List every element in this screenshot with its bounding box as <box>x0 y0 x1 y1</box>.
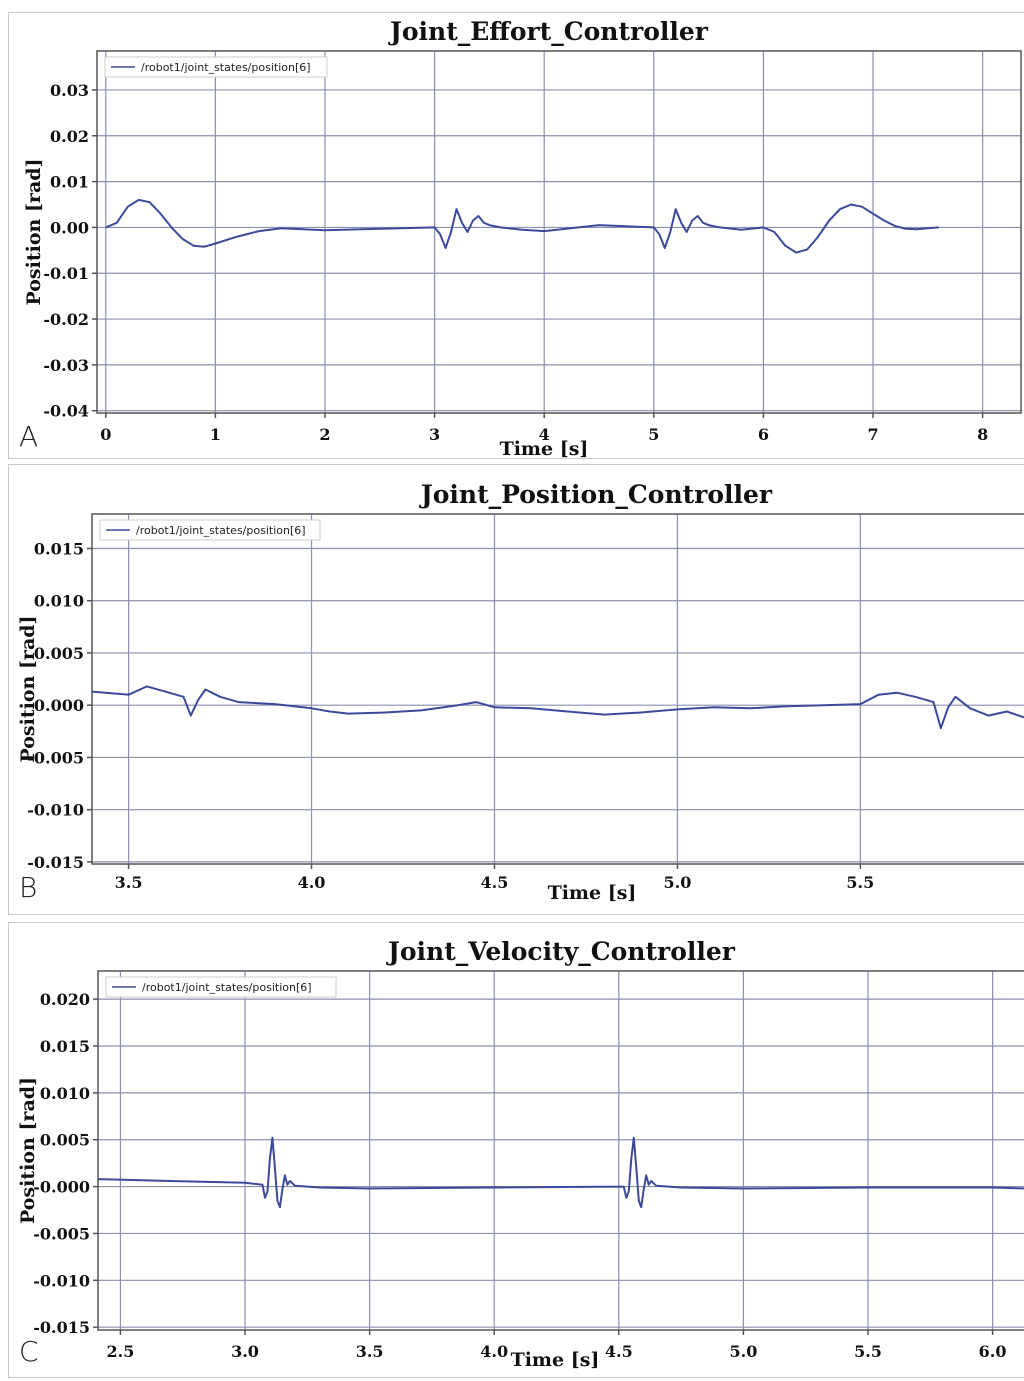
x-tick-label: 4.5 <box>481 873 509 892</box>
x-axis-label: Time [s] <box>511 1349 600 1371</box>
plot-frame <box>97 970 1024 1331</box>
y-tick-label: -0.005 <box>33 1224 90 1243</box>
y-tick-label: 0.03 <box>50 81 89 100</box>
legend-label: /robot1/joint_states/position[6] <box>136 524 306 537</box>
legend-label: /robot1/joint_states/position[6] <box>142 981 312 994</box>
chart-panel-b: 0.015 0.010 0.005 0.000 -0.005 -0.010 -0.015 3.… <box>8 464 1024 915</box>
x-tick-label: 4 <box>539 425 550 444</box>
y-tick-label: 0.015 <box>34 539 84 558</box>
x-tick-label: 0 <box>100 425 111 444</box>
series-line <box>105 198 939 254</box>
x-tick-label: 5.0 <box>663 873 691 892</box>
chart-panel-a: 0.03 0.02 0.01 0.00 -0.01 -0.02 -0.03 -0.04 0 1 2 3… <box>8 12 1024 460</box>
legend-box <box>105 976 337 998</box>
y-tick-label: -0.015 <box>33 1318 90 1337</box>
velocity-chart: 0.020 0.015 0.010 0.005 -0.000 -0.005 -0.010 -0… <box>17 937 1024 1371</box>
chart-title: Joint_Position_Controller <box>419 480 773 509</box>
y-tick-label: -0.015 <box>27 853 84 872</box>
legend-label: /robot1/joint_states/position[6] <box>141 61 311 74</box>
x-tick-label: 6.0 <box>979 1342 1007 1361</box>
x-tick-label: 4.5 <box>605 1342 633 1361</box>
legend-b: /robot1/joint_states/position[6] <box>99 519 321 541</box>
x-tick-label: 3.5 <box>356 1342 384 1361</box>
effort-chart: 0.03 0.02 0.01 0.00 -0.01 -0.02 -0.03 -0.04 0 1 2 3… <box>23 17 1022 460</box>
legend-box <box>104 56 328 78</box>
y-tick-label: 0.010 <box>34 592 84 611</box>
x-axis-label: Time [s] <box>548 882 637 904</box>
plot-frame <box>96 50 1022 414</box>
x-tick-label: 5.0 <box>729 1342 757 1361</box>
y-tick-label: -0.01 <box>43 264 89 283</box>
x-tick-label: 4.0 <box>480 1342 508 1361</box>
y-axis-label: Position [rad] <box>17 615 39 762</box>
x-tick-label: 4.0 <box>298 873 326 892</box>
y-tick-label: 0.015 <box>40 1037 90 1056</box>
x-tick-label: 5 <box>648 425 659 444</box>
y-tick-label: 0.005 <box>40 1131 90 1150</box>
panel-letter-b: B <box>19 871 38 904</box>
chart-title: Joint_Effort_Controller <box>388 17 709 46</box>
y-tick-label: -0.02 <box>43 310 89 329</box>
x-tick-label: 5.5 <box>846 873 874 892</box>
y-tick-label: -0.03 <box>43 356 89 375</box>
x-tick-label: 3 <box>429 425 440 444</box>
y-tick-label: 0.005 <box>34 644 84 663</box>
y-tick-label: -0.005 <box>27 748 84 767</box>
y-tick-label: -0.010 <box>27 801 84 820</box>
y-tick-label: 0.00 <box>50 218 89 237</box>
x-tick-label: 8 <box>977 425 988 444</box>
x-tick-label: 7 <box>867 425 878 444</box>
x-tick-label: 3.5 <box>115 873 143 892</box>
x-tick-label: 1 <box>210 425 221 444</box>
y-tick-label: -0.04 <box>43 402 89 421</box>
legend-c: /robot1/joint_states/position[6] <box>105 976 337 998</box>
x-tick-label: 6 <box>758 425 769 444</box>
y-tick-label: 0.020 <box>40 990 90 1009</box>
y-axis-label: Position [rad] <box>23 158 45 305</box>
plot-frame <box>91 513 1024 865</box>
series-line <box>97 1136 1024 1209</box>
x-axis-label: Time [s] <box>500 438 589 460</box>
legend-a: /robot1/joint_states/position[6] <box>104 56 328 78</box>
position-chart: 0.015 0.010 0.005 0.000 -0.005 -0.010 -0.015 3.… <box>17 480 1024 904</box>
x-tick-label: 5.5 <box>854 1342 882 1361</box>
panel-letter-a: A <box>19 420 39 453</box>
y-tick-label: 0.02 <box>50 127 89 146</box>
x-tick-label: 2.5 <box>107 1342 135 1361</box>
legend-box <box>99 519 321 541</box>
panel-letter-c: C <box>19 1335 39 1368</box>
y-tick-label: 0.000 <box>34 696 84 715</box>
y-axis-label: Position [rad] <box>17 1077 39 1224</box>
y-tick-label: 0.010 <box>40 1084 90 1103</box>
x-tick-label: 3.0 <box>231 1342 259 1361</box>
series-line <box>91 685 1024 730</box>
chart-title: Joint_Velocity_Controller <box>386 937 736 966</box>
y-tick-label: -0.010 <box>33 1271 90 1290</box>
y-tick-label: -0.000 <box>33 1178 90 1197</box>
chart-panel-c: 0.020 0.015 0.010 0.005 -0.000 -0.005 -0.010 -0… <box>8 922 1024 1378</box>
x-tick-label: 2 <box>319 425 330 444</box>
y-tick-label: 0.01 <box>50 173 89 192</box>
